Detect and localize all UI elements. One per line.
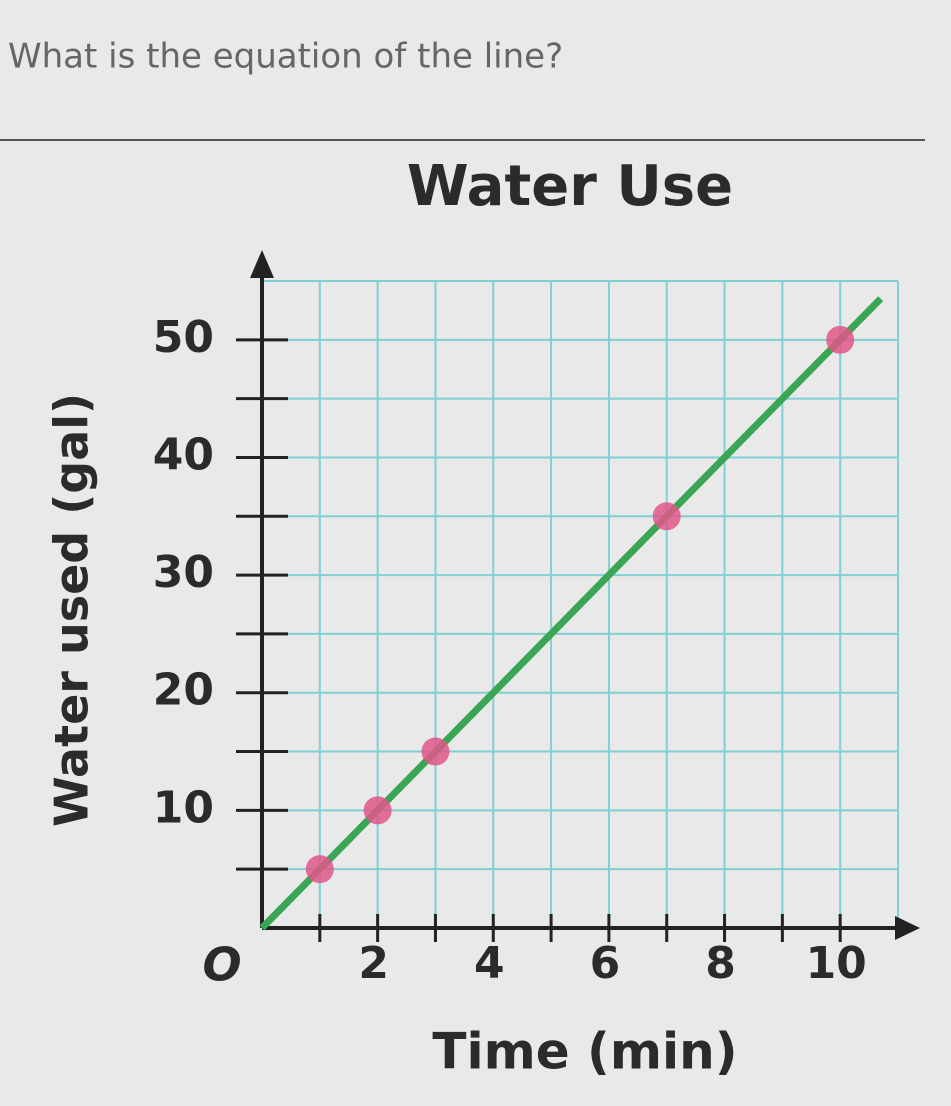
y-tick-label: 30 — [153, 547, 214, 598]
x-tick-label: 8 — [705, 938, 736, 989]
origin-label: O — [202, 938, 241, 992]
point — [421, 737, 450, 766]
y-tick-label: 50 — [153, 312, 214, 363]
x-tick-label: 4 — [474, 938, 505, 989]
x-arrow — [895, 916, 920, 940]
point — [305, 855, 334, 884]
y-tick-label: 10 — [153, 782, 214, 833]
point — [826, 325, 855, 354]
chart-title: Water Use — [407, 154, 733, 219]
point — [652, 502, 681, 531]
point — [363, 796, 392, 825]
y-axis-label: Water used (gal) — [45, 393, 99, 827]
line — [259, 296, 884, 931]
x-axis-label: Time (min) — [432, 1023, 737, 1081]
x-tick-label: 10 — [806, 938, 867, 989]
y-tick-label: 20 — [153, 665, 214, 716]
x-tick-label: 6 — [590, 938, 621, 989]
question: What is the equation of the line? — [8, 37, 563, 77]
y-arrow — [250, 250, 274, 278]
x-tick-label: 2 — [358, 938, 389, 989]
y-tick-label: 40 — [153, 429, 214, 480]
